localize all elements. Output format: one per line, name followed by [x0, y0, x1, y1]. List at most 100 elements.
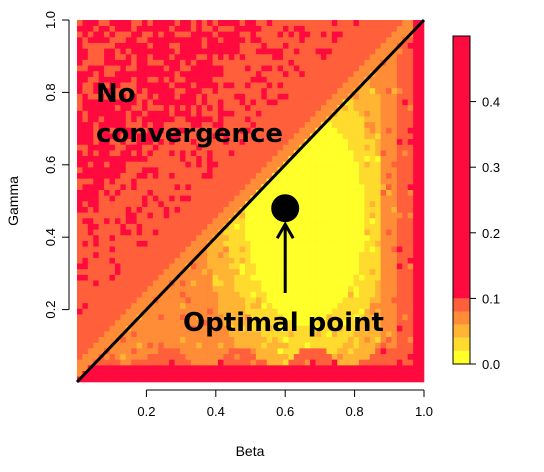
heatmap-cell: [114, 314, 121, 321]
heatmap-cell: [320, 82, 327, 89]
heatmap-cell: [358, 20, 365, 26]
heatmap-cell: [364, 110, 371, 117]
heatmap-cell: [190, 325, 197, 332]
heatmap-cell: [223, 308, 230, 315]
heatmap-cell: [125, 217, 132, 224]
heatmap-cell: [391, 178, 398, 185]
heatmap-cell: [104, 172, 110, 179]
heatmap-cell: [250, 93, 257, 100]
heatmap-cell: [293, 161, 300, 168]
heatmap-cell: [163, 201, 170, 207]
heatmap-cell: [185, 223, 192, 230]
heatmap-cell: [82, 365, 89, 371]
heatmap-cell: [304, 42, 311, 49]
heatmap-cell: [77, 70, 83, 77]
heatmap-cell: [342, 325, 349, 332]
heatmap-cell: [228, 297, 235, 304]
heatmap-cell: [283, 302, 289, 309]
heatmap-cell: [147, 297, 154, 304]
heatmap-cell: [185, 172, 192, 179]
heatmap-cell: [413, 348, 419, 355]
heatmap-cell: [207, 246, 213, 253]
heatmap-cell: [114, 127, 121, 134]
heatmap-cell: [413, 172, 419, 179]
heatmap-cell: [239, 325, 246, 332]
heatmap-cell: [288, 167, 295, 174]
heatmap-cell: [82, 161, 89, 168]
heatmap-cell: [120, 319, 127, 326]
heatmap-cell: [212, 342, 219, 349]
heatmap-cell: [87, 189, 94, 196]
heatmap-cell: [369, 342, 376, 349]
heatmap-cell: [234, 48, 240, 55]
heatmap-cell: [190, 48, 197, 55]
heatmap-cell: [217, 297, 224, 304]
heatmap-cell: [320, 308, 327, 315]
heatmap-cell: [104, 325, 110, 332]
heatmap-cell: [104, 319, 110, 326]
heatmap-cell: [142, 76, 148, 83]
heatmap-cell: [77, 172, 83, 179]
heatmap-cell: [353, 223, 360, 230]
heatmap-cell: [82, 133, 89, 140]
heatmap-cell: [386, 342, 392, 349]
heatmap-cell: [358, 342, 365, 349]
heatmap-cell: [353, 167, 360, 174]
heatmap-cell: [353, 291, 360, 298]
heatmap-cell: [234, 257, 240, 264]
heatmap-cell: [293, 36, 300, 43]
heatmap-cell: [396, 87, 403, 94]
heatmap-cell: [131, 325, 137, 332]
heatmap-cell: [315, 353, 322, 360]
heatmap-cell: [293, 246, 300, 253]
heatmap-cell: [245, 331, 251, 338]
heatmap-cell: [364, 331, 371, 338]
heatmap-cell: [402, 234, 409, 241]
heatmap-cell: [234, 359, 240, 366]
heatmap-cell: [223, 82, 230, 89]
heatmap-cell: [326, 189, 333, 196]
heatmap-cell: [158, 353, 165, 360]
heatmap-cell: [77, 138, 83, 145]
heatmap-cell: [293, 280, 300, 287]
heatmap-cell: [348, 127, 354, 134]
heatmap-cell: [396, 274, 403, 281]
heatmap-cell: [125, 359, 132, 366]
heatmap-cell: [87, 217, 94, 224]
heatmap-cell: [266, 133, 273, 140]
heatmap-cell: [304, 48, 311, 55]
heatmap-cell: [77, 285, 83, 292]
heatmap-cell: [277, 331, 284, 338]
heatmap-cell: [375, 212, 381, 219]
heatmap-cell: [152, 251, 159, 258]
heatmap-cell: [142, 65, 148, 72]
heatmap-cell: [93, 217, 99, 224]
heatmap-cell: [239, 234, 246, 241]
heatmap-cell: [212, 376, 219, 383]
heatmap-cell: [131, 167, 137, 174]
heatmap-cell: [174, 342, 181, 349]
heatmap-cell: [331, 319, 338, 326]
heatmap-cell: [337, 20, 343, 26]
heatmap-cell: [396, 240, 403, 247]
heatmap-cell: [185, 365, 192, 371]
heatmap-cell: [87, 138, 94, 145]
heatmap-cell: [104, 42, 110, 49]
heatmap-cell: [136, 144, 143, 151]
heatmap-cell: [245, 217, 251, 224]
heatmap-cell: [418, 65, 425, 72]
heatmap-cell: [342, 155, 349, 162]
heatmap-cell: [152, 263, 159, 270]
heatmap-cell: [207, 189, 213, 196]
heatmap-cell: [331, 370, 338, 377]
heatmap-cell: [413, 234, 419, 241]
heatmap-cell: [201, 308, 208, 315]
heatmap-cell: [386, 189, 392, 196]
heatmap-cell: [413, 138, 419, 145]
heatmap-cell: [114, 70, 121, 77]
heatmap-cell: [277, 76, 284, 83]
heatmap-cell: [125, 302, 132, 309]
heatmap-cell: [413, 116, 419, 123]
heatmap-cell: [326, 121, 333, 128]
heatmap-cell: [234, 104, 240, 111]
